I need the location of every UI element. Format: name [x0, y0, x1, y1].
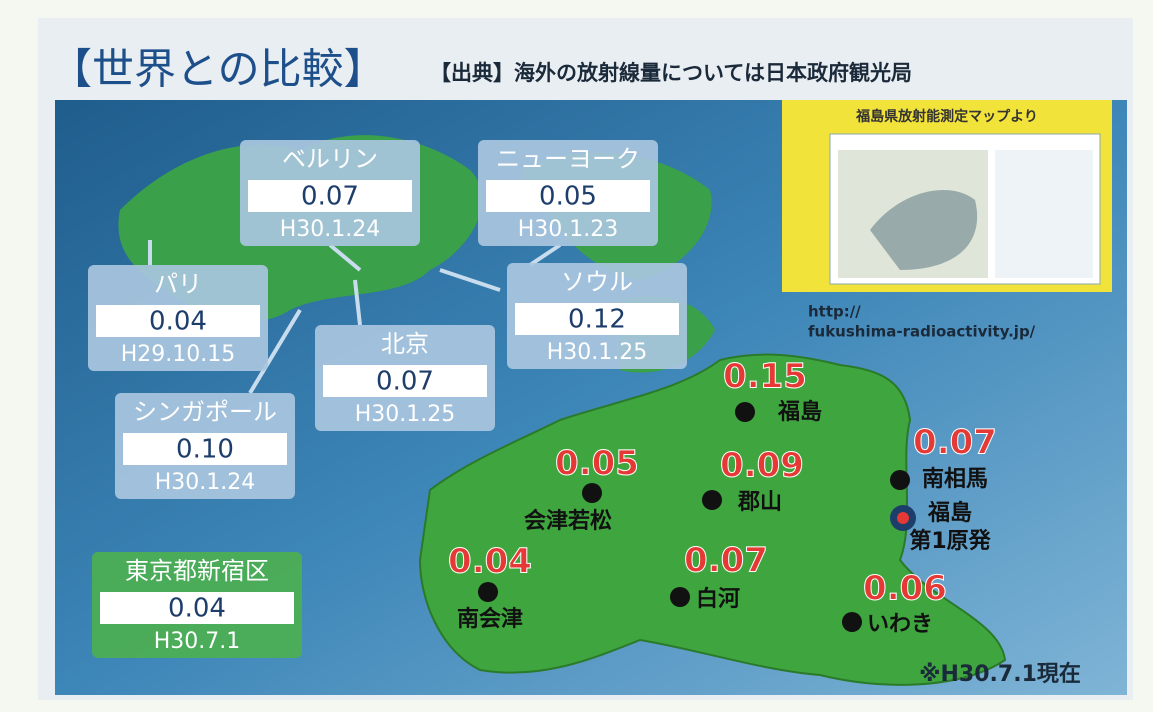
city-dot: [735, 402, 755, 422]
inset-url: fukushima-radioactivity.jp/: [808, 323, 1036, 341]
city-name: 東京都新宿区: [125, 557, 269, 585]
city-value: 0.12: [568, 305, 626, 335]
point-name: 福島: [777, 399, 822, 425]
city-dot: [842, 612, 862, 632]
point-name: 白河: [696, 586, 740, 612]
inset-panel: [995, 150, 1093, 278]
city-name: 北京: [381, 330, 429, 358]
city-date: H30.1.25: [547, 340, 648, 365]
point-value: 0.07: [684, 541, 768, 581]
point-value: 0.05: [555, 444, 639, 484]
city-date: H30.1.23: [518, 217, 619, 242]
city-value: 0.10: [176, 435, 234, 465]
plant-dot-center: [897, 512, 909, 524]
point-value: 0.15: [723, 357, 807, 397]
city-date: H30.1.25: [355, 402, 456, 427]
city-dot: [702, 490, 722, 510]
city-date: H29.10.15: [121, 342, 236, 367]
city-name: ニューヨーク: [496, 145, 640, 173]
city-dot: [478, 582, 498, 602]
point-name: 南相馬: [922, 467, 988, 492]
city-value: 0.04: [168, 594, 226, 624]
city-value: 0.04: [149, 307, 207, 337]
infographic: 【世界との比較】 【出典】海外の放射線量については日本政府観光局 福島県放射能測…: [0, 0, 1153, 712]
city-date: H30.1.24: [280, 217, 381, 242]
source: 【出典】海外の放射線量については日本政府観光局: [430, 61, 912, 85]
title: 【世界との比較】: [50, 45, 386, 94]
city-name: パリ: [154, 270, 202, 298]
city-dot: [582, 483, 602, 503]
city-name: シンガポール: [133, 398, 277, 426]
point-name: いわき: [867, 612, 933, 637]
point-name: 福島: [927, 500, 972, 526]
city-date: H30.1.24: [155, 470, 256, 495]
inset-url: http://: [808, 303, 861, 321]
inset-caption: 福島県放射能測定マップより: [855, 108, 1038, 125]
point-value: 0.07: [913, 423, 997, 463]
note: ※H30.7.1現在: [919, 661, 1081, 687]
city-value: 0.07: [301, 182, 359, 212]
city-name: ベルリン: [282, 145, 378, 173]
city-dot: [890, 470, 910, 490]
city-name: ソウル: [561, 268, 633, 296]
city-dot: [670, 587, 690, 607]
city-value: 0.07: [376, 367, 434, 397]
point-name: 郡山: [737, 490, 782, 515]
point-name: 会津若松: [524, 508, 612, 534]
point-name: 南会津: [457, 606, 523, 632]
city-value: 0.05: [539, 182, 597, 212]
point-name: 第1原発: [909, 528, 991, 554]
point-value: 0.09: [720, 446, 804, 486]
point-value: 0.06: [863, 569, 947, 609]
point-value: 0.04: [448, 542, 532, 582]
city-date: H30.7.1: [154, 629, 241, 654]
